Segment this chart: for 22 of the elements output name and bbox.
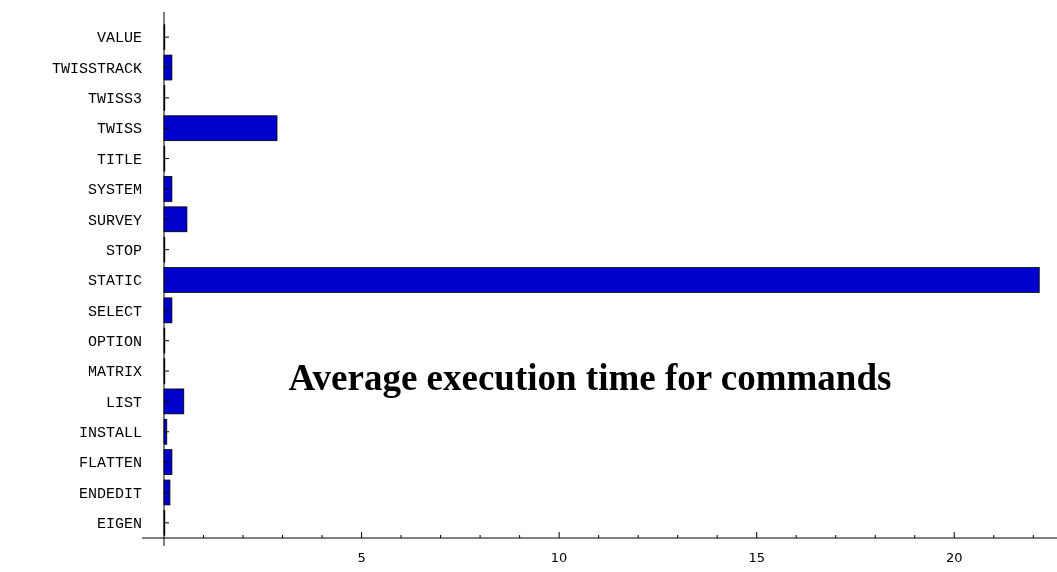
y-tick-label: LIST (105, 394, 142, 412)
y-tick-label: TITLE (96, 151, 142, 169)
y-tick-label: STOP (105, 242, 142, 260)
x-tick-label: 15 (748, 550, 765, 565)
y-tick-label: INSTALL (78, 425, 142, 443)
x-tick-label: 20 (945, 550, 963, 565)
y-tick-label: TWISS3 (87, 91, 142, 109)
y-tick-label: EIGEN (96, 516, 142, 534)
y-tick-label: OPTION (87, 333, 142, 351)
x-tick-label: 10 (550, 550, 568, 565)
text: Average execution time for commands (288, 357, 892, 398)
y-tick-label: ENDEDIT (78, 485, 142, 503)
y-tick-label: SELECT (87, 303, 142, 321)
y-tick-label: TWISS (96, 121, 142, 139)
y-tick-label: SYSTEM (87, 182, 142, 200)
y-tick-label: MATRIX (87, 364, 142, 382)
y-tick-label: TWISSTRACK (51, 60, 142, 78)
x-tick-label: 5 (357, 550, 366, 565)
y-tick-label: STATIC (87, 273, 142, 291)
y-tick-label: SURVEY (87, 212, 142, 230)
y-tick-label: FLATTEN (78, 455, 142, 473)
y-tick-label: VALUE (96, 30, 142, 48)
